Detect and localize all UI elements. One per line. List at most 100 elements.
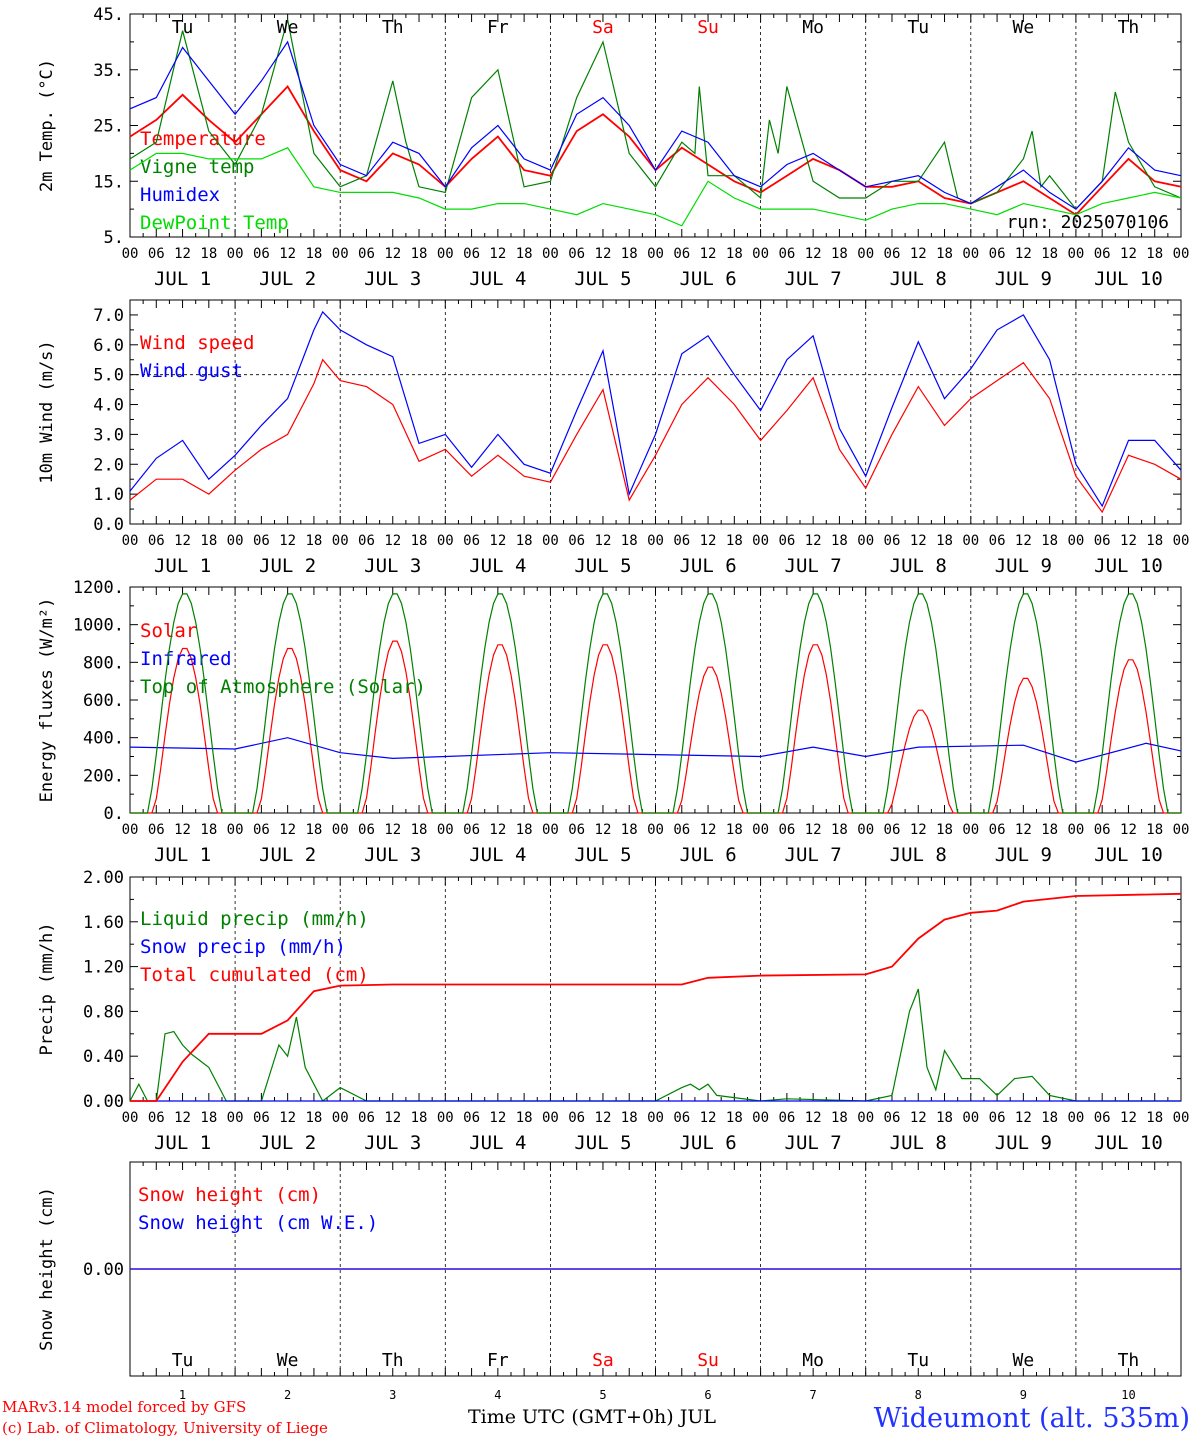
- station-title: Wideumont (alt. 535m): [874, 1403, 1190, 1434]
- hour-tick-label: 00: [542, 1110, 559, 1126]
- day-number-label: 9: [1020, 1388, 1027, 1402]
- series-line: [130, 593, 1181, 814]
- hour-tick-label: 06: [989, 1110, 1006, 1126]
- hour-tick-label: 00: [752, 246, 769, 262]
- legend-entry: Infrared: [140, 648, 232, 670]
- hour-tick-label: 12: [700, 1110, 717, 1126]
- date-label: JUL 10: [1094, 555, 1163, 577]
- series-line: [129, 40, 1182, 210]
- hour-tick-label: 18: [621, 1110, 638, 1126]
- hour-tick-label: 18: [411, 533, 428, 549]
- hour-tick-label: 00: [752, 533, 769, 549]
- hour-tick-label: 12: [279, 1110, 296, 1126]
- date-label: JUL 7: [785, 844, 842, 866]
- hour-tick-label: 12: [279, 822, 296, 838]
- y-tick-label: 15.: [93, 172, 124, 192]
- date-label: JUL 1: [154, 1132, 211, 1154]
- hour-tick-label: 12: [910, 822, 927, 838]
- date-label: JUL 4: [469, 268, 526, 290]
- hour-tick-label: 12: [174, 246, 191, 262]
- legend-entry: Vigne temp: [140, 156, 254, 178]
- hour-tick-label: 12: [1015, 533, 1032, 549]
- legend-entry: Humidex: [140, 184, 220, 206]
- hour-tick-label: 06: [358, 1110, 375, 1126]
- day-number-label: 6: [704, 1388, 711, 1402]
- hour-tick-label: 18: [1146, 1110, 1163, 1126]
- hour-tick-label: 00: [857, 1110, 874, 1126]
- hour-tick-label: 12: [700, 822, 717, 838]
- day-name-label: Fr: [487, 17, 509, 38]
- hour-tick-label: 12: [1120, 822, 1137, 838]
- date-label: JUL 6: [679, 844, 736, 866]
- y-tick-label: 2.0: [93, 455, 124, 475]
- hour-tick-label: 12: [595, 533, 612, 549]
- hour-tick-label: 18: [516, 822, 533, 838]
- hour-tick-label: 00: [122, 246, 139, 262]
- hour-tick-label: 00: [962, 1110, 979, 1126]
- legend-entry: Wind gust: [140, 360, 243, 382]
- date-label: JUL 2: [259, 268, 316, 290]
- y-tick-label: 5.: [104, 228, 124, 248]
- run-label: run: 2025070106: [1006, 212, 1169, 233]
- hour-tick-label: 18: [726, 246, 743, 262]
- hour-tick-label: 06: [884, 822, 901, 838]
- hour-tick-label: 18: [726, 822, 743, 838]
- hour-tick-label: 00: [122, 533, 139, 549]
- hour-tick-label: 18: [831, 246, 848, 262]
- day-name-label: Sa: [592, 1350, 614, 1371]
- hour-tick-label: 18: [936, 246, 953, 262]
- y-tick-label: 6.0: [93, 336, 124, 356]
- hour-tick-label: 18: [726, 533, 743, 549]
- day-name-label: Tu: [907, 1350, 929, 1371]
- day-name-label: Th: [1118, 17, 1140, 38]
- hour-tick-label: 06: [463, 1110, 480, 1126]
- hour-tick-label: 18: [1041, 246, 1058, 262]
- y-tick-label: 3.0: [93, 425, 124, 445]
- series-line: [129, 737, 1182, 763]
- y-tick-label: 7.0: [93, 306, 124, 326]
- hour-tick-label: 12: [805, 246, 822, 262]
- hour-tick-label: 18: [305, 822, 322, 838]
- y-tick-label: 1000.: [73, 616, 124, 636]
- hour-tick-label: 00: [857, 822, 874, 838]
- legend-entry: Snow height (cm): [138, 1184, 321, 1206]
- legend-entry: Liquid precip (mm/h): [140, 908, 369, 930]
- hour-tick-label: 12: [174, 533, 191, 549]
- date-label: JUL 5: [574, 844, 631, 866]
- day-name-label: We: [1013, 17, 1035, 38]
- date-label: JUL 5: [574, 555, 631, 577]
- hour-tick-label: 06: [1094, 822, 1111, 838]
- hour-tick-label: 12: [700, 246, 717, 262]
- hour-tick-label: 06: [1094, 533, 1111, 549]
- date-label: JUL 2: [259, 555, 316, 577]
- hour-tick-label: 12: [910, 533, 927, 549]
- hour-tick-label: 00: [227, 533, 244, 549]
- day-number-label: 8: [915, 1388, 922, 1402]
- hour-tick-label: 18: [936, 1110, 953, 1126]
- legend-entry: Snow height (cm W.E.): [138, 1212, 378, 1234]
- legend-entry: Solar: [140, 620, 197, 642]
- day-number-label: 7: [810, 1388, 817, 1402]
- hour-tick-label: 12: [805, 533, 822, 549]
- y-tick-label: 400.: [83, 729, 124, 749]
- hour-tick-label: 00: [1067, 1110, 1084, 1126]
- date-label: JUL 4: [469, 844, 526, 866]
- hour-tick-label: 00: [647, 246, 664, 262]
- hour-tick-label: 12: [489, 1110, 506, 1126]
- hour-tick-label: 06: [1094, 1110, 1111, 1126]
- date-label: JUL 9: [995, 844, 1052, 866]
- hour-tick-label: 12: [1120, 246, 1137, 262]
- hour-tick-label: 12: [384, 1110, 401, 1126]
- day-name-label: Su: [697, 17, 719, 38]
- y-tick-label: 0.: [104, 804, 124, 824]
- y-tick-label: 1200.: [73, 578, 124, 598]
- hour-tick-label: 06: [673, 533, 690, 549]
- day-name-label: Mo: [802, 1350, 824, 1371]
- day-name-label: Sa: [592, 17, 614, 38]
- date-label: JUL 6: [679, 268, 736, 290]
- y-tick-label: 800.: [83, 653, 124, 673]
- hour-tick-label: 18: [831, 822, 848, 838]
- hour-tick-label: 18: [305, 1110, 322, 1126]
- day-name-label: Tu: [172, 1350, 194, 1371]
